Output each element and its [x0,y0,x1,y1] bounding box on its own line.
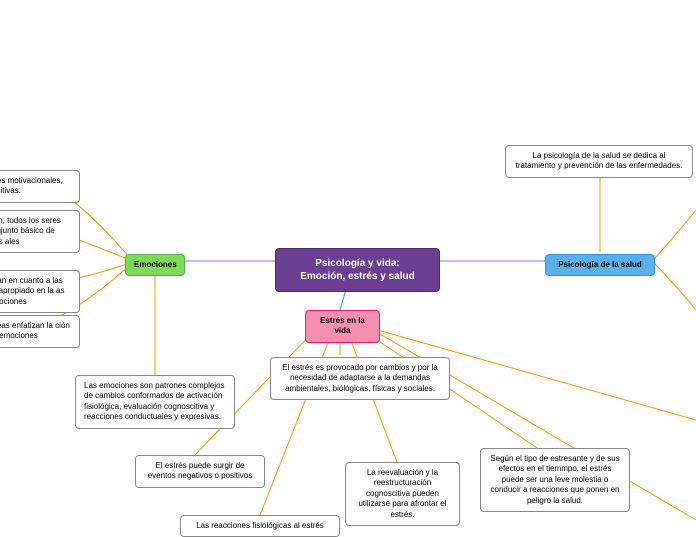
leaf-emo3: arían en cuanto a las es apropiado en la… [0,270,80,313]
leaf-estres-mid: La reevaluación y la reestructuración co… [345,462,460,526]
leaf-psico-top: La psicología de la salud se dedica al t… [505,145,693,178]
branch-psicologia: Psicología de la salud [545,254,655,276]
leaf-emo2: ción, todos los seres conjunto básico de… [0,210,80,253]
branch-estres: Estrés en la vida [305,310,380,343]
leaf-estres-bottom: Las reacciones fisiológicas al estrés [180,515,340,537]
center-node: Psicología y vida: Emoción, estrés y sal… [275,248,440,292]
leaf-estres-left: El estrés puede surgir de eventos negati… [135,455,265,488]
leaf-emo4: áneas enfatizan la ción de emociones [0,315,80,348]
center-title-2: Emoción, estrés y salud [290,270,425,283]
leaf-estres-main: El estrés es provocado por cambios y por… [270,357,450,400]
leaf-emo-box: Las emociones son patrones complejos de … [75,375,235,429]
branch-emociones: Emociones [125,254,185,276]
center-title-1: Psicología y vida: [290,257,425,270]
leaf-estres-right: Según el tipo de estresante y de sus efe… [480,448,630,512]
leaf-emo1: ones motivacionales, oscitivas. [0,170,80,203]
